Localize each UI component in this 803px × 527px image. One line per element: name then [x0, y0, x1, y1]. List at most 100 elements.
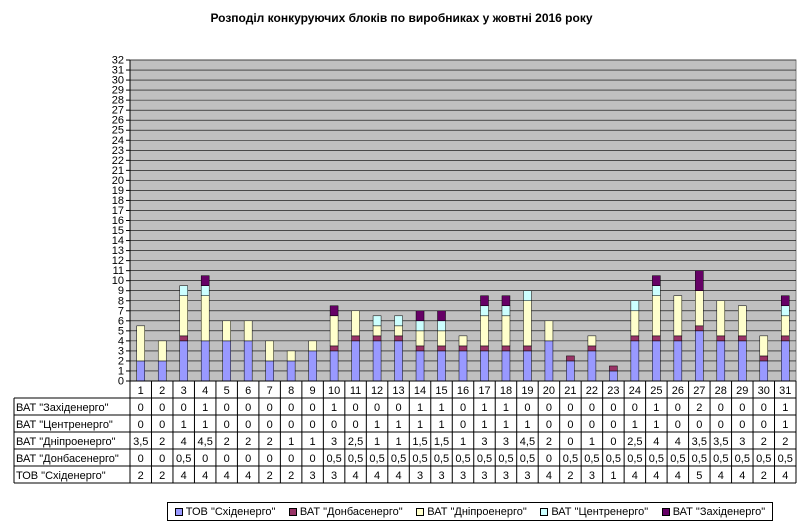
data-label: 1 [503, 419, 509, 431]
data-label: 0 [524, 402, 530, 414]
y-tick-label: 12 [112, 255, 124, 267]
legend-label: ВАТ "Донбасенерго" [299, 505, 403, 518]
data-label: 0,5 [369, 453, 384, 465]
data-label: 0,5 [713, 453, 728, 465]
bar-segment [200, 275, 210, 286]
bar-segment [179, 335, 188, 342]
bar-segment [437, 320, 446, 332]
data-label: 3,5 [713, 436, 728, 448]
data-label: 0,5 [348, 453, 363, 465]
bar-segment [781, 335, 790, 342]
bar-segment [157, 340, 167, 362]
bar-segment [157, 360, 167, 382]
bar-segment [136, 325, 145, 362]
bar-segment [501, 295, 511, 307]
data-label: 0,5 [520, 453, 535, 465]
data-label: 3 [417, 470, 423, 482]
bar-segment [587, 335, 597, 347]
x-tick-label: 21 [564, 385, 576, 397]
y-tick-label: 17 [112, 205, 124, 217]
y-tick-label: 28 [112, 95, 124, 107]
bar-segment [695, 330, 704, 382]
legend-item: ВАТ "Дніпроенерго" [416, 506, 527, 518]
data-label: 0 [718, 402, 724, 414]
table-series-name: ВАТ "Донбасенерго" [16, 453, 119, 465]
bar-segment [630, 335, 640, 342]
data-label: 1 [503, 402, 509, 414]
data-label: 2,5 [348, 436, 363, 448]
bar-segment [308, 340, 317, 352]
bar-segment [630, 340, 640, 382]
bar-segment [243, 340, 253, 382]
bar-segment [673, 295, 683, 337]
data-label: 4 [782, 470, 788, 482]
y-tick-label: 27 [112, 105, 124, 117]
bar-segment [415, 350, 425, 382]
legend-swatch [174, 507, 183, 516]
legend-label: ВАТ "Західенерго" [672, 505, 766, 518]
data-label: 0 [310, 453, 316, 465]
data-label: 0 [739, 402, 745, 414]
x-tick-label: 27 [693, 385, 705, 397]
y-tick-label: 24 [112, 135, 124, 147]
bar-segment [351, 340, 360, 382]
bar-segment [781, 315, 790, 337]
y-tick-label: 13 [112, 245, 124, 257]
data-label: 0 [610, 436, 616, 448]
data-label: 4,5 [520, 436, 535, 448]
data-label: 3 [739, 436, 745, 448]
x-tick-label: 26 [672, 385, 684, 397]
data-label: 0 [245, 453, 251, 465]
bar-segment [243, 320, 253, 342]
bar-segment [394, 340, 403, 382]
data-label: 1 [288, 436, 294, 448]
data-label: 3,5 [692, 436, 707, 448]
x-tick-label: 5 [224, 385, 230, 397]
x-tick-label: 9 [310, 385, 316, 397]
bar-segment [781, 295, 790, 307]
data-label: 0 [267, 419, 273, 431]
data-label: 2 [138, 470, 144, 482]
data-label: 0 [310, 419, 316, 431]
data-label: 3 [503, 470, 509, 482]
data-label: 1 [481, 402, 487, 414]
data-label: 0 [181, 402, 187, 414]
data-label: 0 [138, 419, 144, 431]
data-label: 4 [653, 470, 659, 482]
data-label: 1 [524, 419, 530, 431]
bar-segment [329, 345, 339, 352]
data-label: 1 [632, 419, 638, 431]
data-label: 4 [632, 470, 638, 482]
bar-segment [673, 340, 683, 382]
data-label: 1,5 [434, 436, 449, 448]
legend-label: ВАТ "Центренерго" [551, 505, 649, 518]
table-series-name: ТОВ "Східенерго" [16, 470, 106, 482]
bar-segment [587, 350, 597, 382]
bar-segment [286, 360, 296, 382]
data-label: 0 [374, 402, 380, 414]
y-tick-label: 20 [112, 175, 124, 187]
data-label: 4 [718, 470, 724, 482]
y-tick-label: 25 [112, 125, 124, 137]
x-tick-label: 20 [543, 385, 555, 397]
x-tick-label: 15 [435, 385, 447, 397]
data-label: 0,5 [176, 453, 191, 465]
data-label: 0,5 [606, 453, 621, 465]
y-tick-label: 16 [112, 215, 124, 227]
x-tick-label: 8 [288, 385, 294, 397]
bar-segment [695, 325, 704, 332]
data-label: 0 [589, 419, 595, 431]
data-label: 4 [546, 470, 552, 482]
bar-segment [329, 350, 339, 382]
data-label: 1 [202, 419, 208, 431]
data-label: 0,5 [584, 453, 599, 465]
data-label: 3 [589, 470, 595, 482]
chart-title: Розподіл конкуруючих блоків по виробника… [210, 11, 593, 25]
bar-segment [437, 350, 446, 382]
y-tick-label: 9 [118, 285, 124, 297]
bar-segment [566, 360, 575, 382]
data-label: 1 [438, 419, 444, 431]
bar-segment [738, 335, 747, 342]
grid-lines [130, 59, 796, 382]
bar-segment [265, 360, 274, 382]
